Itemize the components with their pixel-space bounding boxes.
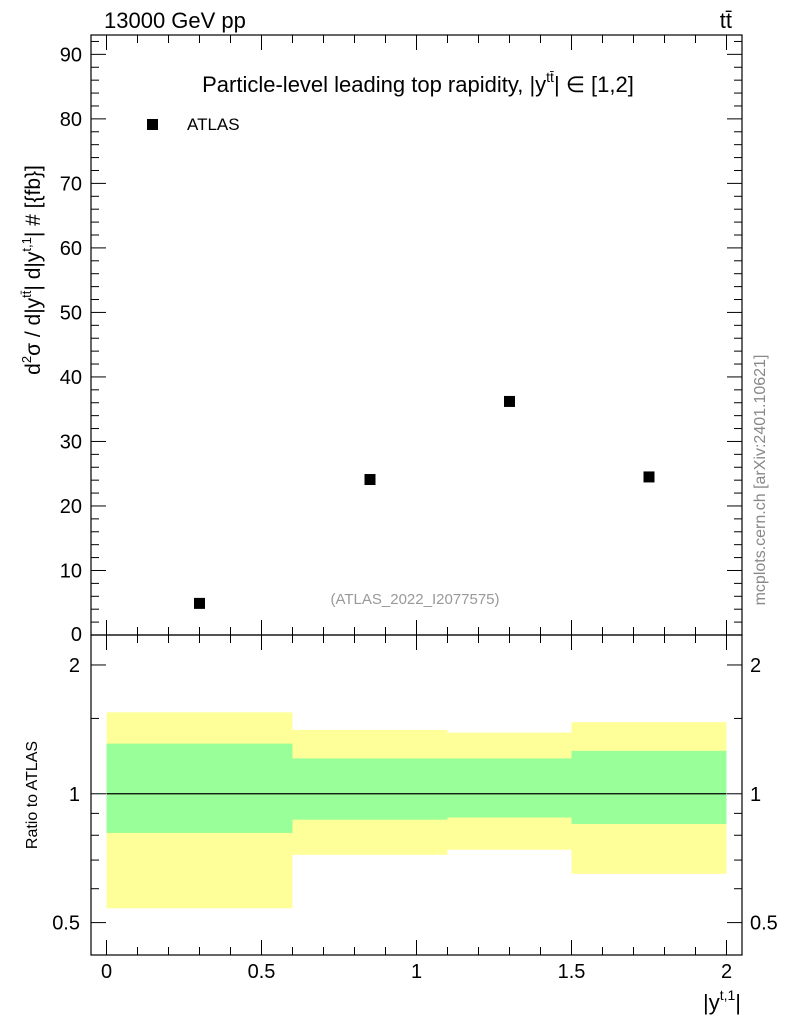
y-tick-label: 80 — [60, 109, 82, 131]
ratio-y-tick-label: 0.5 — [52, 913, 80, 935]
plot-title-main: Particle-level leading top rapidity, | — [202, 72, 535, 97]
x-tick-label: 0.5 — [248, 961, 276, 983]
ratio-y-ticks: 0.5 0.5 1 1 2 2 — [52, 655, 778, 935]
plot-title-sup: tt̄ — [546, 69, 554, 85]
x-label-sup: t,1 — [720, 987, 736, 1003]
ratio-y-axis-label: Ratio to ATLAS — [24, 741, 41, 849]
y-tick-label: 60 — [60, 238, 82, 260]
y-tick-label: 90 — [60, 44, 82, 66]
x-tick-label: 2 — [721, 961, 732, 983]
plot-title-var: y — [535, 72, 546, 97]
y-tick-label: 30 — [60, 431, 82, 453]
uncertainty-bands — [106, 712, 727, 909]
main-y-ticks: 10 20 30 40 50 60 70 80 90 0 — [60, 40, 742, 646]
x-tick-label: 1.5 — [558, 961, 586, 983]
y-label-a: d — [22, 363, 45, 375]
data-point — [194, 597, 205, 609]
y-label-b-sup: tt̄ — [19, 290, 34, 298]
x-tick-label: 1 — [411, 961, 422, 983]
data-point — [643, 471, 655, 483]
y-tick-label-zero: 0 — [71, 624, 82, 646]
x-label-main: |y — [703, 990, 720, 1015]
ratio-y-tick-label-right: 2 — [750, 655, 761, 677]
ratio-plot: 0.5 0.5 1 1 2 2 0 0.5 1 1.5 2 Ratio to ATLAS |yt,… — [24, 634, 778, 1015]
ratio-y-tick-label: 2 — [69, 655, 80, 677]
y-label-a-sup: 2 — [19, 356, 34, 363]
ratio-x-ticks: 0 0.5 1 1.5 2 — [101, 635, 732, 983]
y-tick-label: 40 — [60, 367, 82, 389]
band-inner — [292, 758, 448, 820]
x-label-end: | — [735, 990, 741, 1015]
legend-label: ATLAS — [187, 115, 240, 134]
legend-marker — [147, 119, 158, 130]
band-inner — [106, 743, 293, 833]
band-inner — [571, 750, 727, 824]
y-tick-label: 10 — [60, 560, 82, 582]
y-label-b: σ / d|y — [22, 297, 45, 356]
y-tick-label: 70 — [60, 173, 82, 195]
y-label-c-sup: t,1 — [19, 237, 34, 251]
data-point — [364, 474, 376, 486]
ratio-y-tick-label-right: 0.5 — [750, 913, 778, 935]
data-points — [194, 395, 655, 609]
plot-title-range: | ∈ [1,2] — [554, 72, 634, 97]
ratio-y-tick-label-right: 1 — [750, 784, 761, 806]
y-label-c: | d|y — [22, 251, 45, 290]
main-x-ticks — [106, 35, 727, 635]
plot-title: Particle-level leading top rapidity, |yt… — [202, 69, 634, 97]
analysis-annotation: (ATLAS_2022_I2077575) — [330, 591, 499, 608]
header-left: 13000 GeV pp — [104, 8, 246, 33]
main-plot: 10 20 30 40 50 60 70 80 90 0 Particle-level leadi… — [19, 34, 743, 646]
header-right: tt̄ — [720, 8, 732, 33]
watermark: mcplots.cern.ch [arXiv:2401.10621] — [752, 355, 769, 606]
y-tick-label: 20 — [60, 496, 82, 518]
y-tick-label: 50 — [60, 302, 82, 324]
ratio-y-tick-label: 1 — [69, 784, 80, 806]
main-y-axis-label: d2σ / d|ytt̄| d|yt,1| # [{fb}] — [19, 165, 45, 375]
y-label-d: | # [{fb}] — [22, 165, 45, 237]
ratio-x-axis-label: |yt,1| — [703, 987, 741, 1015]
band-inner — [447, 758, 572, 818]
x-tick-label: 0 — [101, 961, 112, 983]
data-point — [504, 395, 515, 407]
